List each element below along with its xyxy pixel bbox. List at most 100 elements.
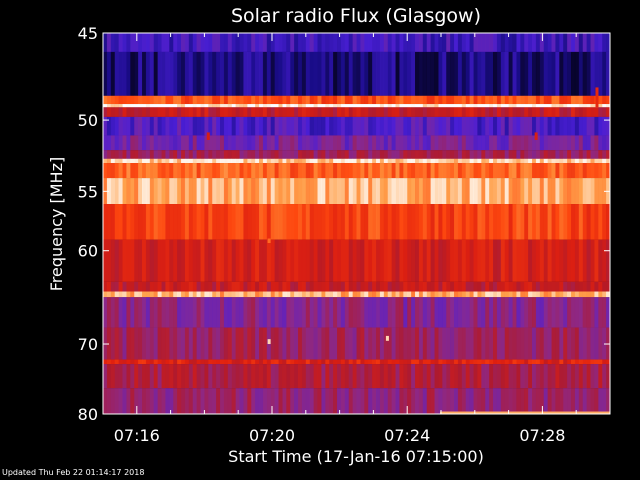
- band-cell: [411, 364, 416, 389]
- band-cell: [192, 135, 197, 151]
- band-cell: [598, 163, 603, 179]
- band-cell: [352, 204, 357, 240]
- band-cell: [547, 281, 552, 292]
- band-cell: [298, 95, 303, 105]
- band-cell: [227, 178, 232, 205]
- band-cell: [395, 327, 400, 360]
- band-cell: [196, 388, 201, 414]
- band-cell: [247, 158, 252, 164]
- band-cell: [532, 104, 537, 108]
- band-cell: [450, 297, 455, 328]
- band-cell: [446, 33, 451, 52]
- band-cell: [227, 116, 232, 136]
- band-cell: [333, 33, 338, 52]
- band-cell: [114, 163, 119, 179]
- band-cell: [477, 116, 482, 136]
- band-cell: [270, 327, 275, 360]
- band-cell: [602, 281, 607, 292]
- band-cell: [181, 364, 186, 389]
- band-cell: [227, 281, 232, 292]
- band-cell: [192, 204, 197, 240]
- band-cell: [138, 107, 143, 117]
- band-cell: [103, 359, 108, 365]
- band-cell: [340, 297, 346, 328]
- band-cell: [165, 116, 170, 136]
- band-cell: [461, 150, 466, 159]
- band-cell: [403, 107, 408, 117]
- band-cell: [298, 178, 303, 205]
- band-cell: [539, 33, 544, 52]
- band-cell: [157, 364, 162, 389]
- band-cell: [418, 107, 424, 117]
- band-cell: [602, 388, 607, 414]
- band-cell: [528, 281, 533, 292]
- band-cell: [149, 33, 154, 52]
- band-cell: [539, 104, 544, 108]
- band-cell: [434, 359, 439, 365]
- band-cell: [235, 158, 240, 164]
- band-cell: [387, 239, 392, 282]
- band-cell: [403, 327, 408, 360]
- band-cell: [395, 364, 400, 389]
- band-cell: [520, 95, 525, 105]
- band-cell: [391, 158, 396, 164]
- band-cell: [372, 150, 377, 159]
- band-cell: [188, 150, 193, 159]
- band-cell: [114, 104, 119, 108]
- band-cell: [563, 107, 568, 117]
- band-cell: [356, 327, 361, 360]
- band-cell: [586, 33, 591, 52]
- band-cell: [469, 359, 474, 365]
- band-cell: [567, 33, 572, 52]
- band-cell: [434, 297, 439, 328]
- band-cell: [547, 163, 552, 179]
- band-cell: [118, 359, 123, 365]
- band-cell: [489, 388, 494, 414]
- band-cell: [356, 51, 361, 96]
- band-cell: [145, 51, 151, 96]
- band-cell: [395, 163, 400, 179]
- band-cell: [356, 281, 361, 292]
- band-cell: [161, 291, 166, 298]
- band-cell: [235, 178, 240, 205]
- band-cell: [582, 359, 587, 365]
- band-cell: [574, 95, 580, 105]
- band-cell: [422, 281, 427, 292]
- band-cell: [266, 51, 271, 96]
- band-cell: [516, 364, 521, 389]
- band-cell: [231, 239, 236, 282]
- frequency-band-7: [103, 150, 611, 159]
- band-cell: [563, 359, 568, 365]
- band-cell: [574, 104, 580, 108]
- band-cell: [286, 107, 291, 117]
- band-cell: [450, 364, 455, 389]
- band-cell: [489, 163, 494, 179]
- band-cell: [161, 33, 166, 52]
- band-cell: [500, 364, 505, 389]
- band-cell: [110, 104, 115, 108]
- band-cell: [173, 158, 178, 164]
- band-cell: [106, 33, 112, 52]
- band-cell: [181, 158, 186, 164]
- band-cell: [485, 150, 490, 159]
- band-cell: [298, 327, 303, 360]
- band-cell: [598, 281, 603, 292]
- band-cell: [216, 104, 221, 108]
- band-cell: [481, 51, 486, 96]
- band-cell: [153, 364, 158, 389]
- band-cell: [348, 51, 353, 96]
- band-cell: [500, 150, 505, 159]
- band-cell: [434, 135, 439, 151]
- band-cell: [188, 364, 193, 389]
- band-cell: [606, 359, 611, 365]
- band-cell: [563, 281, 568, 292]
- band-cell: [282, 158, 287, 164]
- band-cell: [524, 107, 529, 117]
- band-cell: [348, 239, 353, 282]
- band-cell: [457, 388, 463, 414]
- band-cell: [473, 281, 478, 292]
- band-cell: [434, 51, 439, 96]
- band-cell: [192, 158, 197, 164]
- band-cell: [543, 291, 548, 298]
- band-cell: [508, 281, 513, 292]
